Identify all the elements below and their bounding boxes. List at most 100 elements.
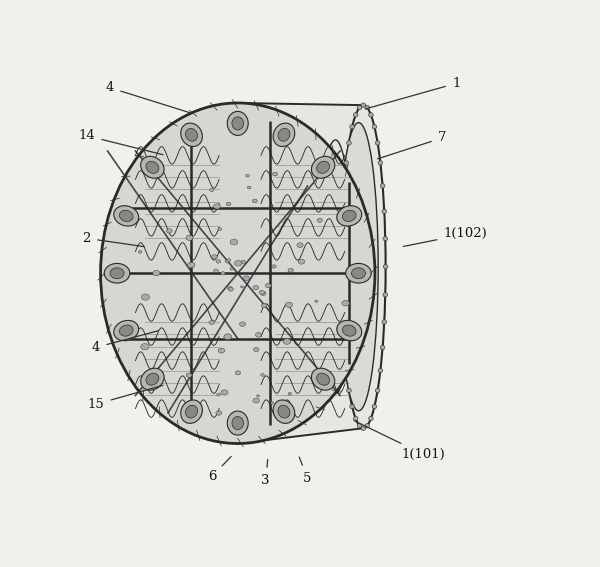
Ellipse shape	[181, 123, 202, 146]
Circle shape	[383, 236, 388, 241]
Circle shape	[350, 404, 355, 409]
Ellipse shape	[218, 228, 221, 231]
Ellipse shape	[181, 400, 202, 424]
Circle shape	[365, 424, 370, 428]
Ellipse shape	[253, 199, 257, 203]
Circle shape	[347, 141, 351, 145]
Ellipse shape	[256, 333, 262, 337]
Circle shape	[361, 103, 365, 107]
Ellipse shape	[141, 368, 164, 390]
Ellipse shape	[114, 206, 139, 226]
Ellipse shape	[146, 161, 159, 174]
Ellipse shape	[216, 260, 221, 263]
Circle shape	[357, 424, 362, 428]
Ellipse shape	[339, 122, 378, 411]
Circle shape	[378, 369, 383, 373]
Ellipse shape	[230, 268, 233, 270]
Ellipse shape	[226, 202, 231, 206]
Ellipse shape	[186, 235, 193, 240]
Polygon shape	[238, 103, 386, 443]
Ellipse shape	[225, 260, 230, 263]
Ellipse shape	[288, 268, 293, 272]
Ellipse shape	[311, 156, 335, 178]
Circle shape	[368, 416, 373, 421]
Ellipse shape	[272, 172, 278, 176]
Ellipse shape	[253, 286, 259, 290]
Ellipse shape	[232, 417, 244, 430]
Circle shape	[353, 416, 358, 421]
Ellipse shape	[257, 395, 260, 397]
Ellipse shape	[153, 270, 160, 276]
Ellipse shape	[342, 301, 349, 306]
Ellipse shape	[262, 304, 267, 308]
Ellipse shape	[239, 322, 245, 327]
Ellipse shape	[317, 161, 329, 174]
Ellipse shape	[317, 373, 329, 385]
Ellipse shape	[227, 259, 230, 261]
Text: 1(101): 1(101)	[354, 421, 446, 461]
Ellipse shape	[297, 243, 303, 247]
Ellipse shape	[259, 290, 265, 294]
Ellipse shape	[278, 128, 290, 141]
Ellipse shape	[346, 264, 371, 283]
Text: 4: 4	[92, 331, 158, 354]
Ellipse shape	[241, 286, 244, 288]
Ellipse shape	[273, 400, 295, 424]
Ellipse shape	[141, 344, 149, 350]
Ellipse shape	[337, 320, 362, 341]
Ellipse shape	[141, 156, 164, 178]
Ellipse shape	[212, 255, 217, 259]
Ellipse shape	[141, 294, 149, 300]
Ellipse shape	[110, 268, 124, 279]
Text: 7: 7	[377, 132, 446, 159]
Ellipse shape	[229, 287, 233, 291]
Circle shape	[339, 293, 344, 297]
Ellipse shape	[224, 334, 232, 340]
Ellipse shape	[241, 260, 245, 264]
Ellipse shape	[286, 302, 293, 307]
Ellipse shape	[278, 405, 290, 418]
Ellipse shape	[288, 392, 292, 395]
Circle shape	[382, 320, 386, 324]
Circle shape	[350, 125, 355, 129]
Circle shape	[380, 184, 385, 188]
Ellipse shape	[343, 210, 356, 222]
Ellipse shape	[221, 272, 225, 275]
Circle shape	[380, 345, 385, 350]
Circle shape	[365, 105, 370, 110]
Ellipse shape	[272, 265, 276, 268]
Circle shape	[340, 320, 344, 324]
Ellipse shape	[261, 374, 265, 376]
Ellipse shape	[214, 204, 220, 209]
Circle shape	[339, 236, 344, 241]
Ellipse shape	[253, 398, 259, 403]
Ellipse shape	[101, 103, 375, 443]
Ellipse shape	[214, 269, 218, 273]
Ellipse shape	[315, 300, 318, 302]
Ellipse shape	[227, 411, 248, 435]
Text: 6: 6	[208, 456, 231, 483]
Ellipse shape	[317, 218, 322, 222]
Ellipse shape	[245, 175, 249, 177]
Circle shape	[382, 209, 386, 214]
Ellipse shape	[254, 348, 259, 352]
Ellipse shape	[187, 262, 195, 268]
Ellipse shape	[273, 123, 295, 146]
Ellipse shape	[235, 260, 242, 266]
Circle shape	[341, 345, 346, 350]
Ellipse shape	[314, 181, 317, 183]
Text: 4: 4	[106, 81, 191, 113]
Ellipse shape	[283, 338, 291, 344]
Ellipse shape	[352, 268, 365, 279]
Ellipse shape	[218, 348, 225, 353]
Ellipse shape	[221, 390, 228, 395]
Ellipse shape	[232, 117, 244, 130]
Ellipse shape	[227, 111, 248, 136]
Text: 14: 14	[78, 129, 163, 155]
Ellipse shape	[146, 373, 159, 385]
Ellipse shape	[343, 325, 356, 336]
Circle shape	[338, 264, 343, 269]
Ellipse shape	[311, 368, 335, 390]
Ellipse shape	[210, 188, 214, 192]
Text: 1: 1	[366, 77, 460, 109]
